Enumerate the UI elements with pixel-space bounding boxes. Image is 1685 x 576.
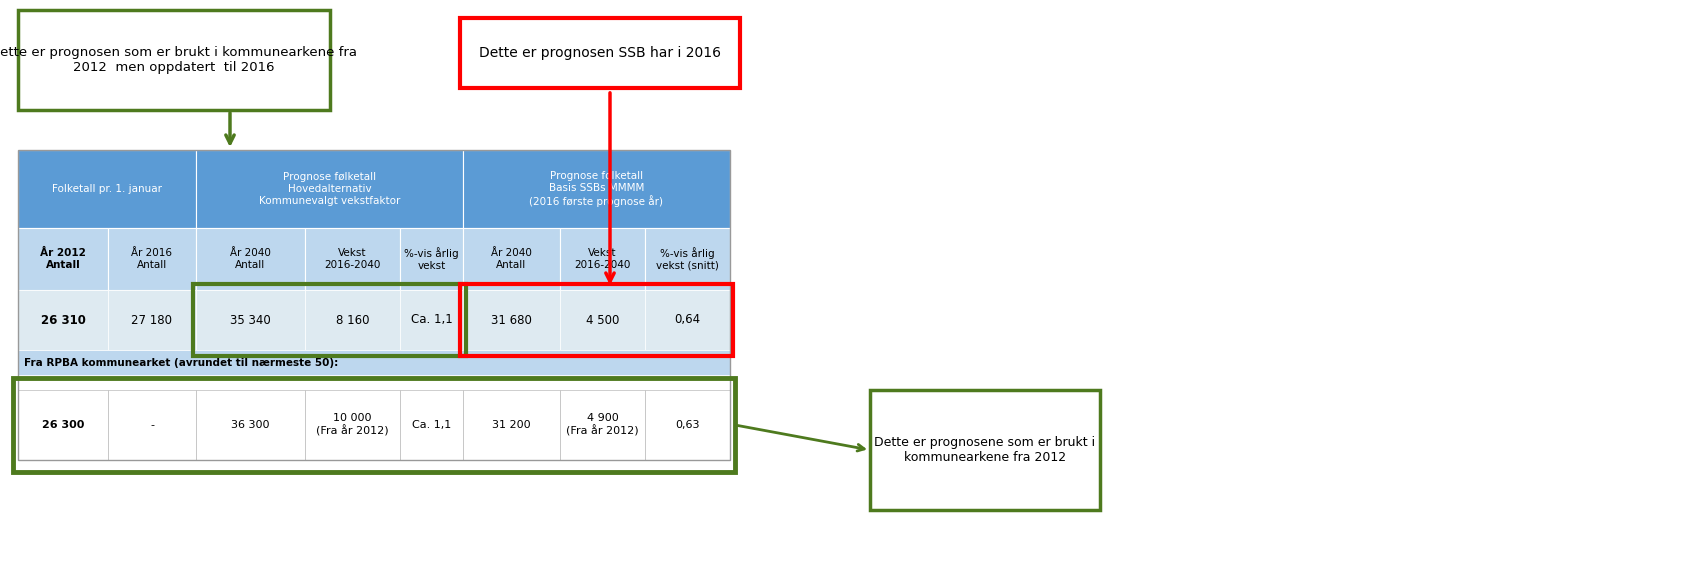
- FancyBboxPatch shape: [19, 390, 108, 460]
- FancyBboxPatch shape: [19, 350, 730, 375]
- FancyBboxPatch shape: [108, 390, 195, 460]
- Text: 10 000
(Fra år 2012): 10 000 (Fra år 2012): [317, 414, 389, 437]
- FancyBboxPatch shape: [559, 228, 645, 290]
- FancyBboxPatch shape: [645, 290, 730, 350]
- FancyBboxPatch shape: [195, 228, 305, 290]
- FancyBboxPatch shape: [19, 228, 108, 290]
- Text: 4 500: 4 500: [586, 313, 618, 327]
- Text: År 2040
Antall: År 2040 Antall: [231, 248, 271, 270]
- FancyBboxPatch shape: [463, 228, 559, 290]
- Text: År 2040
Antall: År 2040 Antall: [490, 248, 532, 270]
- FancyBboxPatch shape: [19, 290, 108, 350]
- FancyBboxPatch shape: [463, 390, 559, 460]
- Text: Fra RPBA kommunearket (avrundet til nærmeste 50):: Fra RPBA kommunearket (avrundet til nærm…: [24, 358, 339, 367]
- FancyBboxPatch shape: [645, 390, 730, 460]
- Text: %-vis årlig
vekst (snitt): %-vis årlig vekst (snitt): [655, 247, 719, 271]
- Text: 8 160: 8 160: [335, 313, 369, 327]
- FancyBboxPatch shape: [559, 390, 645, 460]
- FancyBboxPatch shape: [195, 150, 463, 228]
- FancyBboxPatch shape: [559, 290, 645, 350]
- Text: År 2016
Antall: År 2016 Antall: [131, 248, 172, 270]
- Text: Dette er prognosen som er brukt i kommunearkene fra
2012  men oppdatert  til 201: Dette er prognosen som er brukt i kommun…: [0, 46, 357, 74]
- Text: 0,64: 0,64: [674, 313, 701, 327]
- FancyBboxPatch shape: [460, 18, 740, 88]
- Text: 31 200: 31 200: [492, 420, 531, 430]
- FancyBboxPatch shape: [108, 228, 195, 290]
- FancyBboxPatch shape: [108, 290, 195, 350]
- Text: Vekst
2016-2040: Vekst 2016-2040: [324, 248, 381, 270]
- FancyBboxPatch shape: [195, 290, 305, 350]
- FancyBboxPatch shape: [305, 390, 399, 460]
- Text: 31 680: 31 680: [490, 313, 532, 327]
- Text: Ca. 1,1: Ca. 1,1: [411, 420, 452, 430]
- Text: 4 900
(Fra år 2012): 4 900 (Fra år 2012): [566, 414, 639, 437]
- FancyBboxPatch shape: [399, 290, 463, 350]
- FancyBboxPatch shape: [645, 228, 730, 290]
- FancyBboxPatch shape: [195, 390, 305, 460]
- Text: 26 300: 26 300: [42, 420, 84, 430]
- Text: 26 310: 26 310: [40, 313, 86, 327]
- Text: Ca. 1,1: Ca. 1,1: [411, 313, 452, 327]
- Text: 35 340: 35 340: [231, 313, 271, 327]
- Text: År 2012
Antall: År 2012 Antall: [40, 248, 86, 270]
- Text: -: -: [150, 420, 153, 430]
- FancyBboxPatch shape: [305, 290, 399, 350]
- FancyBboxPatch shape: [869, 390, 1100, 510]
- FancyBboxPatch shape: [19, 150, 195, 228]
- Text: Folketall pr. 1. januar: Folketall pr. 1. januar: [52, 184, 162, 194]
- Text: Vekst
2016-2040: Vekst 2016-2040: [575, 248, 630, 270]
- Text: 36 300: 36 300: [231, 420, 270, 430]
- FancyBboxPatch shape: [399, 390, 463, 460]
- Text: 27 180: 27 180: [131, 313, 172, 327]
- Text: Prognose folketall
Basis SSBs MMMM
(2016 første prognose år): Prognose folketall Basis SSBs MMMM (2016…: [529, 171, 664, 207]
- FancyBboxPatch shape: [463, 290, 559, 350]
- FancyBboxPatch shape: [19, 10, 330, 110]
- Text: Dette er prognosene som er brukt i
kommunearkene fra 2012: Dette er prognosene som er brukt i kommu…: [875, 436, 1095, 464]
- Text: %-vis årlig
vekst: %-vis årlig vekst: [404, 247, 458, 271]
- Text: Prognose følketall
Hovedalternativ
Kommunevalgt vekstfaktor: Prognose følketall Hovedalternativ Kommu…: [259, 172, 399, 206]
- FancyBboxPatch shape: [305, 228, 399, 290]
- Text: 0,63: 0,63: [676, 420, 699, 430]
- Text: Dette er prognosen SSB har i 2016: Dette er prognosen SSB har i 2016: [479, 46, 721, 60]
- FancyBboxPatch shape: [399, 228, 463, 290]
- FancyBboxPatch shape: [463, 150, 730, 228]
